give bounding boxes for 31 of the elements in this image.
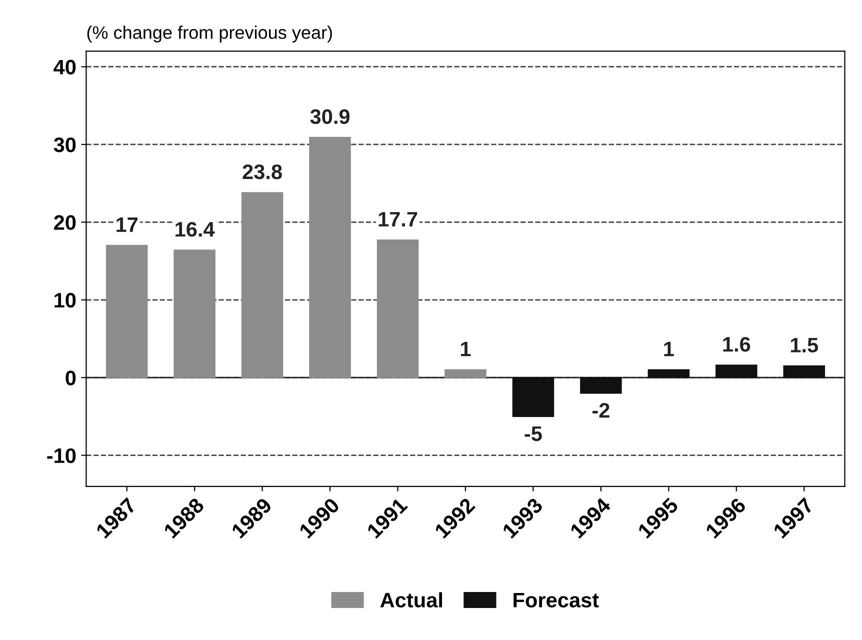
data-label: 1.6 xyxy=(723,336,750,352)
bar xyxy=(512,377,554,418)
bar xyxy=(376,239,419,378)
data-label: 16.4 xyxy=(176,222,215,237)
bar xyxy=(309,136,351,378)
y-tick-label: 40 xyxy=(54,60,76,74)
data-label: 17 xyxy=(116,218,138,232)
data-label: -2 xyxy=(592,403,610,418)
data-label: 30.9 xyxy=(310,109,350,124)
data-label: 1 xyxy=(461,342,471,356)
bar xyxy=(444,369,486,378)
bar xyxy=(580,377,622,394)
data-label: 1.5 xyxy=(790,338,818,352)
bar xyxy=(783,365,825,378)
bar xyxy=(174,250,216,378)
legend-label: Actual xyxy=(380,592,442,608)
data-label: 17.7 xyxy=(378,212,418,226)
bar xyxy=(716,364,758,378)
bar xyxy=(648,369,690,378)
y-axis-title: (% change from previous year) xyxy=(87,26,332,42)
data-label: 23.8 xyxy=(242,164,282,180)
y-tick-label: 0 xyxy=(66,370,76,386)
y-tick-label: -10 xyxy=(47,448,76,464)
data-label: 1 xyxy=(664,342,674,356)
bar xyxy=(241,192,284,378)
y-tick-label: 30 xyxy=(54,137,76,152)
bar xyxy=(106,244,148,378)
data-label: -5 xyxy=(524,426,542,442)
y-tick-label: 20 xyxy=(54,215,76,230)
legend-label: Forecast xyxy=(514,592,599,608)
y-tick-label: 10 xyxy=(54,292,76,308)
